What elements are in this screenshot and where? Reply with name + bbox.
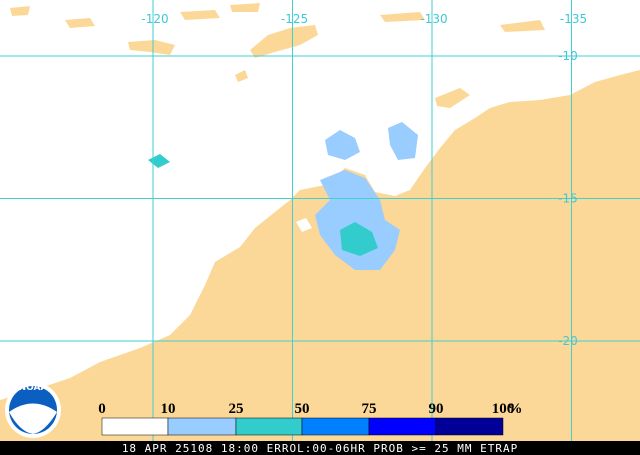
legend-break: 25: [229, 401, 244, 417]
graticule: -120 -125 -130 -135 -10 -15 -20: [0, 0, 640, 441]
lat-label: -20: [558, 334, 578, 348]
legend-swatch: [101, 417, 169, 436]
footer-bar: [0, 441, 640, 455]
lon-label: -135: [560, 12, 587, 26]
legend-swatch: [167, 417, 237, 436]
legend-break: 10: [161, 401, 176, 417]
legend-swatch: [368, 417, 437, 436]
legend-swatch: [301, 417, 370, 436]
legend-break: 50: [295, 401, 310, 417]
lon-label: -120: [141, 12, 168, 26]
lat-label: -15: [558, 192, 578, 206]
rain-area: [148, 122, 418, 270]
lon-label: -125: [281, 12, 308, 26]
lat-label: -10: [558, 49, 578, 63]
legend-break: 75: [362, 401, 377, 417]
noaa-logo: NOAA: [5, 382, 61, 438]
legend-break: 90: [429, 401, 444, 417]
lon-label: -130: [420, 12, 447, 26]
legend-swatch: [435, 417, 504, 436]
land: [0, 3, 640, 441]
legend: 0 10 25 50 75 90 100%: [98, 401, 523, 436]
legend-break: 100: [492, 401, 515, 417]
legend-swatch: [235, 417, 303, 436]
legend-break: 0: [98, 401, 106, 417]
footer-text: 18 APR 25108 18:00 ERROL:00-06HR PROB >=…: [122, 442, 518, 455]
logo-text: NOAA: [19, 383, 48, 393]
legend-unit: %: [508, 401, 523, 417]
